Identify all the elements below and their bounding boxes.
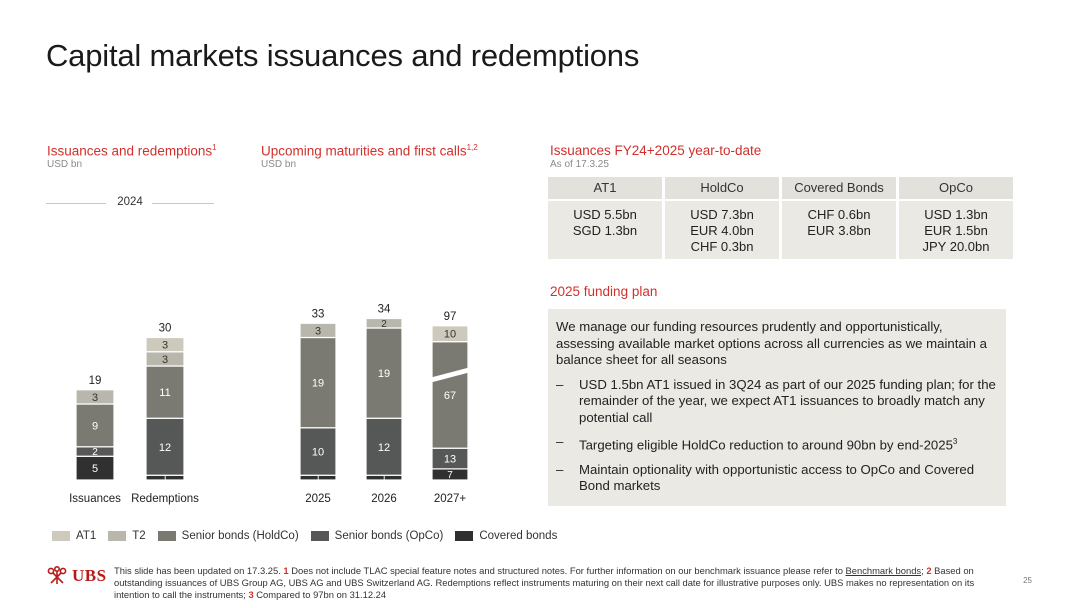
- issuances-values: USD 7.3bn EUR 4.0bn CHF 0.3bn: [665, 201, 779, 259]
- bar-segment-t2: [75, 389, 115, 405]
- bar-segment-senior-bonds-holdco-: [431, 341, 469, 449]
- bar-segment-senior-bonds-holdco-: [145, 365, 185, 419]
- segment-label: 19: [378, 368, 390, 380]
- segment-label: 1: [162, 473, 168, 484]
- issuances-values: USD 5.5bn SGD 1.3bn: [548, 201, 662, 259]
- segment-label: 12: [378, 442, 390, 454]
- legend-item-opco: Senior bonds (OpCo): [310, 530, 443, 542]
- bar-segment-senior-bonds-holdco-: [299, 336, 337, 429]
- segment-label: 13: [444, 454, 456, 466]
- issuances-header: HoldCo: [665, 177, 779, 199]
- maturities-title: Upcoming maturities and first calls1,2: [261, 143, 478, 159]
- segment-label: 11: [159, 387, 170, 399]
- legend-item-at1: AT1: [52, 530, 96, 542]
- segment-label: 12: [159, 442, 171, 454]
- segment-label: 5: [92, 463, 98, 475]
- funding-plan-title: 2025 funding plan: [550, 284, 658, 299]
- segment-label: 2: [92, 447, 98, 458]
- footnote: This slide has been updated on 17.3.25. …: [114, 565, 975, 600]
- page-number: 25: [1023, 576, 1032, 585]
- segment-label: 9: [92, 420, 98, 432]
- legend-swatch: [157, 531, 176, 541]
- segment-label: 3: [315, 325, 321, 337]
- segment-label: 3: [162, 354, 168, 366]
- issuances-ytd-title: Issuances FY24+2025 year-to-date: [550, 143, 762, 158]
- category-label: 2025: [305, 493, 331, 505]
- segment-label: 19: [312, 378, 324, 390]
- segment-label: 67: [444, 390, 456, 402]
- bar-total-label: 34: [378, 304, 391, 316]
- legend-swatch: [455, 531, 474, 541]
- axis-break-marker: [431, 367, 469, 383]
- bar-segment-senior-bonds-holdco-: [75, 403, 115, 448]
- segment-label: 1: [381, 473, 387, 484]
- issuances-col-at1: AT1 USD 5.5bn SGD 1.3bn: [548, 177, 662, 259]
- issuances-header: Covered Bonds: [782, 177, 896, 199]
- legend-swatch: [52, 531, 70, 541]
- legend-item-holdco: Senior bonds (HoldCo): [157, 530, 299, 542]
- year-divider-left: [46, 203, 106, 204]
- bar-segment-at1: [431, 325, 469, 343]
- chart-legend: AT1 T2 Senior bonds (HoldCo) Senior bond…: [52, 530, 557, 542]
- funding-plan-bullet: – Maintain optionality with opportunistic…: [556, 461, 975, 494]
- segment-label: 1: [315, 473, 321, 484]
- issuances-redemptions-chart: 5 2 9 3 19 Issuances 1 12 11 3 3 30 Redemptions: [69, 323, 199, 506]
- segment-label: 7: [447, 470, 453, 481]
- category-label: 2026: [371, 493, 397, 505]
- issuances-header: OpCo: [899, 177, 1013, 199]
- issuances-table: AT1 USD 5.5bn SGD 1.3bn HoldCo USD 7.3bn E…: [548, 177, 1013, 259]
- bar-total-label: 33: [312, 308, 325, 320]
- segment-label: 10: [444, 329, 456, 341]
- ubs-keys-icon: [47, 566, 67, 584]
- bar-segment-t2: [365, 317, 403, 329]
- category-label: Redemptions: [131, 493, 199, 505]
- legend-swatch: [310, 531, 329, 541]
- issuances-ytd-date: As of 17.3.25: [550, 159, 609, 170]
- funding-plan-bullet: – USD 1.5bn AT1 issued in 3Q24 as part of…: [556, 376, 996, 425]
- issuances-values: CHF 0.6bn EUR 3.8bn: [782, 201, 896, 259]
- page-title: Capital markets issuances and redemption…: [46, 38, 640, 73]
- year-label: 2024: [117, 196, 143, 208]
- bar-total-label: 97: [444, 311, 457, 323]
- segment-label: 3: [92, 392, 98, 404]
- legend-swatch: [108, 531, 127, 541]
- issuances-col-holdco: HoldCo USD 7.3bn EUR 4.0bn CHF 0.3bn: [665, 177, 779, 259]
- issuances-col-opco: OpCo USD 1.3bn EUR 1.5bn JPY 20.0bn: [899, 177, 1013, 259]
- issuances-redemptions-unit: USD bn: [47, 159, 83, 170]
- bar-segment-senior-bonds-opco-: [365, 417, 403, 476]
- legend-item-covered: Covered bonds: [455, 530, 557, 542]
- issuances-header: AT1: [548, 177, 662, 199]
- issuances-redemptions-title: Issuances and redemptions1: [47, 143, 217, 159]
- year-divider-right: [152, 203, 214, 204]
- benchmark-bonds-link[interactable]: Benchmark bonds: [845, 565, 922, 576]
- bar-total-label: 30: [159, 323, 172, 335]
- bar-segment-t2: [299, 322, 337, 339]
- funding-plan-box: We manage our funding resources prudentl…: [548, 309, 1006, 506]
- category-label: 2027+: [434, 493, 467, 505]
- legend-item-t2: T2: [108, 530, 146, 542]
- maturities-unit: USD bn: [261, 159, 297, 170]
- category-label: Issuances: [69, 493, 121, 505]
- segment-label: 10: [312, 447, 324, 459]
- issuances-values: USD 1.3bn EUR 1.5bn JPY 20.0bn: [899, 201, 1013, 259]
- bar-segment-senior-bonds-holdco-: [365, 327, 403, 419]
- bar-total-label: 19: [89, 375, 102, 387]
- funding-plan-intro: We manage our funding resources prudentl…: [556, 319, 987, 367]
- ubs-logo: UBS: [46, 566, 107, 586]
- segment-label: 2: [381, 319, 387, 330]
- bar-segment-at1: [145, 336, 185, 353]
- funding-plan-bullet: – Targeting eligible HoldCo reduction to …: [556, 434, 958, 453]
- segment-label: 3: [162, 340, 168, 352]
- issuances-col-covered: Covered Bonds CHF 0.6bn EUR 3.8bn: [782, 177, 896, 259]
